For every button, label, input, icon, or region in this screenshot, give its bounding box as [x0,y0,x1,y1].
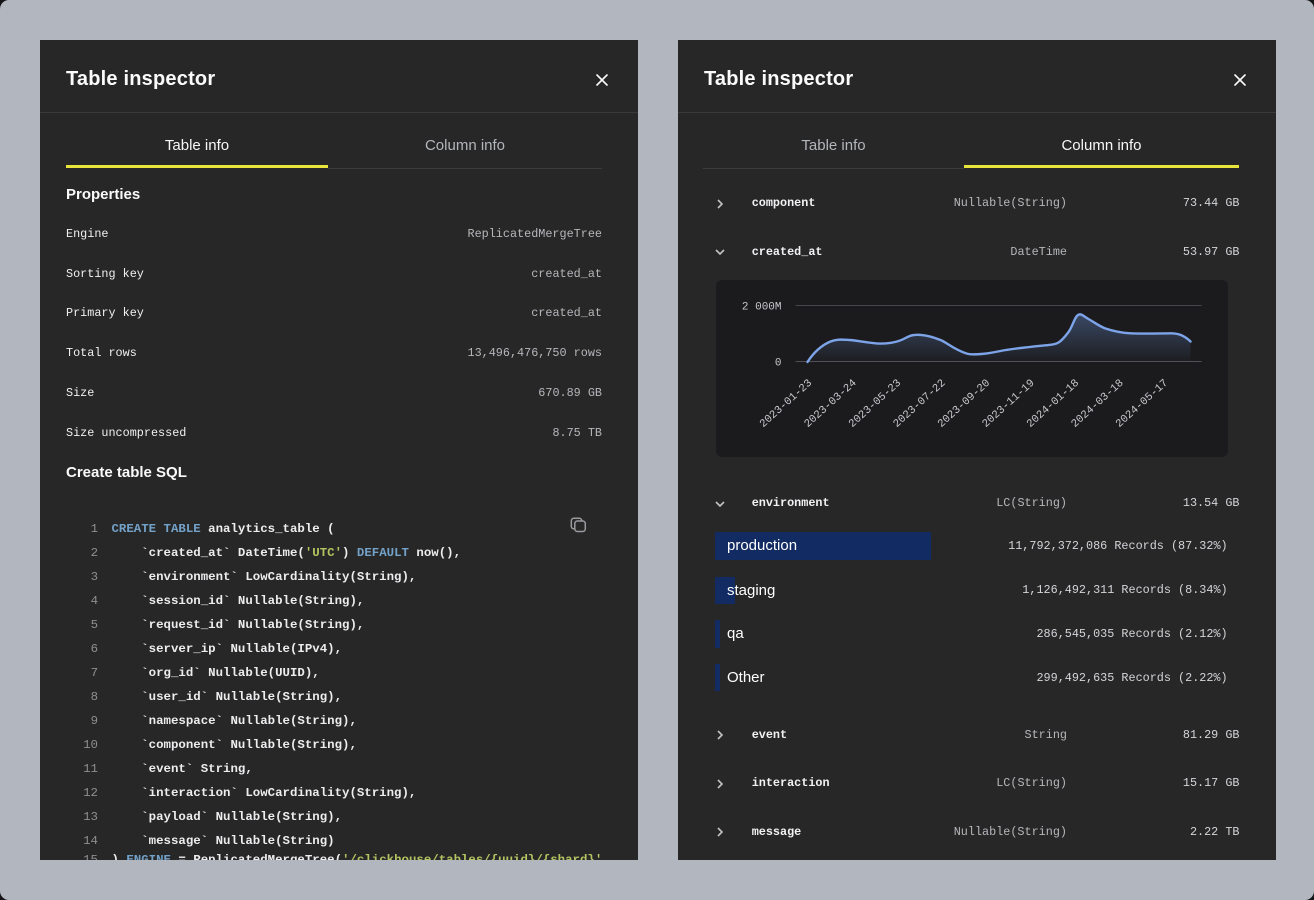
svg-text:0: 0 [774,358,781,370]
svg-text:2 000M: 2 000M [741,302,781,314]
